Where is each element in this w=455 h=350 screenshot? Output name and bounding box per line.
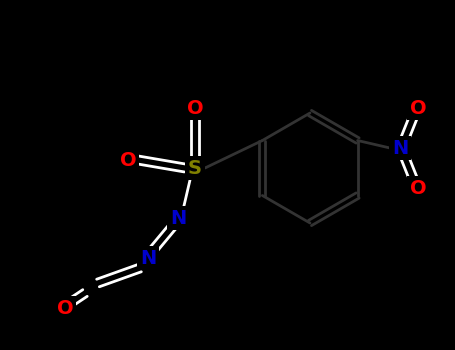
Text: O: O (120, 150, 136, 169)
Text: S: S (188, 159, 202, 177)
Text: O: O (187, 98, 203, 118)
Text: N: N (140, 248, 156, 267)
Text: N: N (392, 139, 408, 158)
Text: O: O (57, 299, 73, 317)
Text: O: O (410, 178, 426, 197)
Text: N: N (170, 209, 186, 228)
Text: O: O (410, 98, 426, 118)
